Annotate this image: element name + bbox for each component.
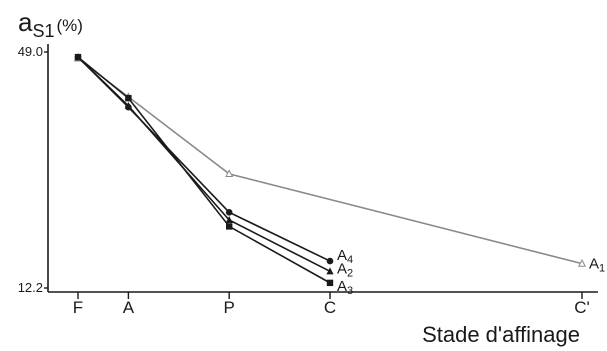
y-axis-label-main: a (18, 7, 33, 37)
series-line (77, 56, 331, 262)
data-point (74, 53, 82, 61)
series-a3: A3 (74, 53, 353, 297)
series-line (77, 56, 331, 273)
data-point (225, 209, 233, 216)
x-tick-label: C' (574, 298, 590, 317)
y-axis-label-subscript: S1 (32, 21, 54, 41)
y-tick-label: 49.0 (18, 44, 43, 59)
series-label-subscript: 1 (599, 263, 605, 275)
series-line (77, 56, 331, 284)
y-axis-label-unit: (%) (57, 16, 83, 35)
x-tick-label: F (73, 298, 83, 317)
data-point (326, 267, 334, 275)
data-point (225, 169, 234, 177)
data-point (577, 259, 587, 267)
series-label: A3 (337, 278, 353, 297)
data-point (125, 94, 132, 102)
series-label-subscript: 4 (347, 254, 353, 266)
data-point (326, 257, 334, 265)
x-ticks: F A P C C' (73, 292, 590, 317)
series-label: A1 (589, 256, 605, 275)
series-a1: A1 (73, 53, 605, 275)
series-label-main: A (337, 247, 347, 264)
data-point (225, 216, 233, 224)
x-tick-label: P (224, 298, 235, 317)
data-point (125, 103, 132, 111)
series-label-main: A (337, 260, 347, 277)
x-tick-label: A (123, 298, 135, 317)
series-label-main: A (337, 278, 347, 295)
series-label: A2 (337, 260, 353, 279)
y-axis-label: aS1 (%) (18, 7, 83, 41)
series-label: A4 (337, 247, 353, 266)
series-label-subscript: 2 (347, 267, 353, 279)
x-tick-label: C (324, 298, 336, 317)
data-point (226, 223, 233, 230)
series-label-main: A (589, 256, 599, 273)
y-tick-label: 12.2 (18, 280, 43, 295)
series-label-subscript: 3 (347, 285, 353, 297)
series-line (77, 57, 583, 265)
y-ticks: 49.0 12.2 (18, 44, 48, 295)
data-point (326, 279, 334, 287)
series-a4: A4 (74, 53, 353, 266)
x-axis-label: Stade d'affinage (422, 322, 580, 347)
